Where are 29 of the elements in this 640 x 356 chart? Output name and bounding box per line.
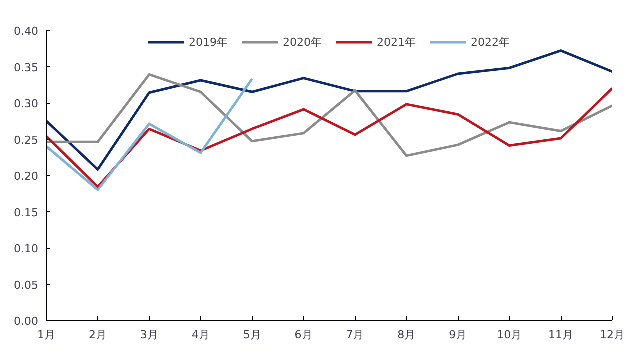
y-tick-label: 0.00: [14, 315, 39, 328]
x-tick-label: 7月: [346, 328, 364, 342]
x-tick-label: 1月: [38, 328, 56, 342]
x-tick-label: 2月: [88, 328, 107, 342]
legend-label: 2019年: [189, 34, 228, 50]
x-tick-label: 8月: [398, 328, 416, 342]
line-series: [46, 73, 612, 158]
y-tick-label: 0.10: [14, 242, 39, 256]
legend-label: 2022年: [471, 34, 510, 50]
y-tick-label: 0.05: [14, 278, 39, 292]
y-tick-label: 0.40: [14, 25, 39, 38]
y-tick-label: 0.25: [14, 134, 39, 147]
y-tick-label: 0.15: [14, 206, 39, 220]
y-tick-label: 0.20: [14, 170, 39, 183]
line-series: [46, 50, 612, 171]
y-tick-label: 0.35: [14, 61, 39, 74]
line-series: [46, 78, 254, 192]
legend-label: 2020年: [283, 34, 322, 50]
x-tick-label: 5月: [243, 328, 262, 342]
x-tick-label: 11月: [548, 328, 574, 342]
legend-label: 2021年: [377, 34, 416, 50]
x-tick-label: 3月: [140, 328, 158, 342]
x-tick-label: 12月: [600, 328, 625, 342]
x-tick-label: 9月: [449, 328, 468, 342]
x-tick-label: 10月: [497, 328, 522, 342]
line-series: [46, 87, 612, 188]
y-tick-label: 0.30: [14, 98, 39, 110]
x-tick-label: 4月: [192, 328, 210, 342]
x-tick-label: 6月: [294, 328, 313, 342]
